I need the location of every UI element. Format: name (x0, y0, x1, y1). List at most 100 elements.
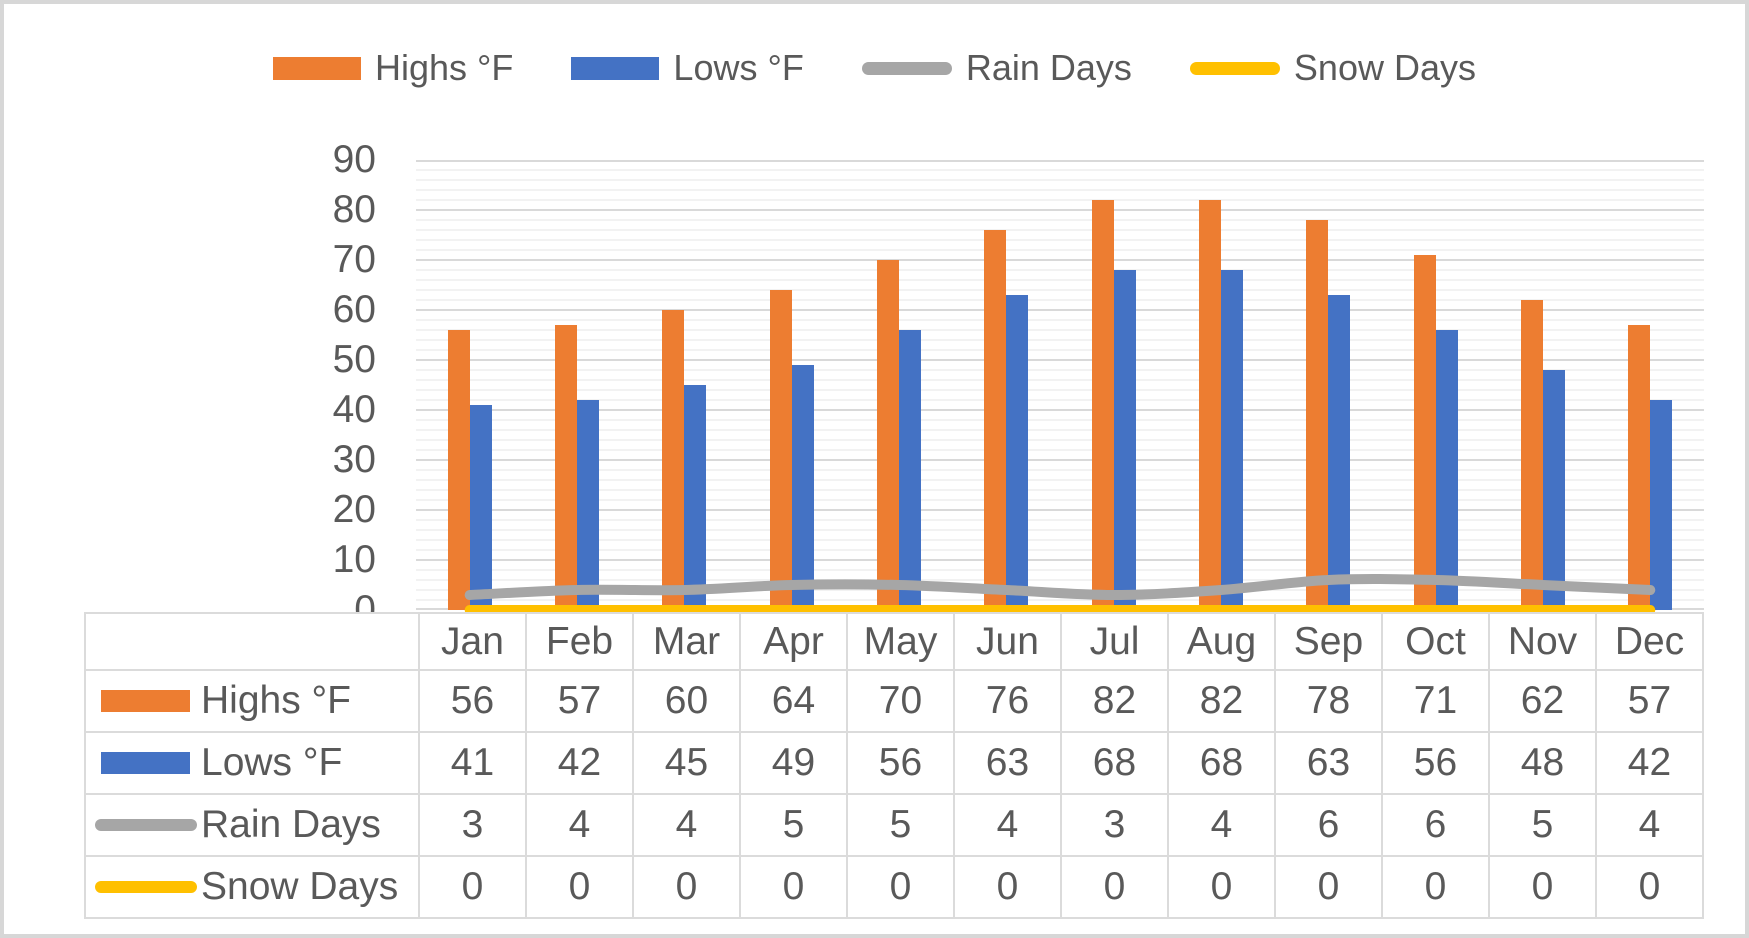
legend-item-rain-days: Rain Days (861, 46, 1132, 90)
value-cell-rain-days-feb: 4 (525, 793, 634, 857)
month-header-cell-sep: Sep (1274, 612, 1383, 671)
legend-item-snow-days: Snow Days (1189, 46, 1476, 90)
highs-f-bar-jun (984, 230, 1007, 610)
lows-f-bar-mar (684, 385, 707, 610)
value-cell-lows-f-mar: 45 (632, 731, 741, 795)
legend-highs-f-swatch (272, 56, 361, 80)
value-cell-rain-days-apr: 5 (739, 793, 848, 857)
value-cell-snow-days-feb: 0 (525, 855, 634, 919)
gridline-minor (416, 469, 1704, 471)
highs-f-bar-aug (1199, 200, 1221, 610)
y-axis-tick-label: 50 (332, 338, 376, 381)
value-cell-highs-f-oct: 71 (1381, 669, 1490, 733)
gridline-minor (416, 539, 1704, 541)
gridline-minor (416, 529, 1704, 531)
value-cell-snow-days-dec: 0 (1595, 855, 1704, 919)
value-cell-rain-days-nov: 5 (1488, 793, 1597, 857)
gridline-minor (416, 489, 1704, 491)
gridline-minor (416, 389, 1704, 391)
gridline-minor (416, 219, 1704, 221)
y-axis-tick-label: 10 (332, 538, 376, 581)
value-cell-snow-days-oct: 0 (1381, 855, 1490, 919)
gridline-minor (416, 519, 1704, 521)
value-cell-highs-f-aug: 82 (1167, 669, 1276, 733)
month-header-cell-dec: Dec (1595, 612, 1704, 671)
legend-rain-days-swatch (861, 61, 952, 75)
gridline-minor (416, 239, 1704, 241)
gridline-minor (416, 479, 1704, 481)
highs-f-bar-sep (1306, 220, 1329, 610)
lows-f-bar-nov (1543, 370, 1565, 610)
lows-f-bar-may (899, 330, 921, 610)
value-cell-lows-f-jan: 41 (418, 731, 527, 795)
value-cell-rain-days-sep: 6 (1274, 793, 1383, 857)
gridline-minor (416, 269, 1704, 271)
gridline-major (416, 459, 1704, 461)
gridline-minor (416, 169, 1704, 171)
month-header-cell-may: May (846, 612, 955, 671)
value-cell-snow-days-aug: 0 (1167, 855, 1276, 919)
value-cell-lows-f-aug: 68 (1167, 731, 1276, 795)
table-key-snow-days-swatch (95, 881, 197, 893)
series-label-cell: Highs °F (84, 669, 420, 733)
y-axis-tick-label: 70 (332, 238, 376, 281)
lows-f-bar-dec (1650, 400, 1673, 610)
legend-item-lows-f: Lows °F (571, 46, 804, 90)
month-header-cell-aug: Aug (1167, 612, 1276, 671)
value-cell-rain-days-oct: 6 (1381, 793, 1490, 857)
lows-f-bar-oct (1435, 330, 1458, 610)
table-row-snow-days: Snow Days 0 0 0 0 0 0 0 0 0 0 0 0 (84, 855, 1704, 919)
series-label: Snow Days (201, 865, 399, 908)
gridline-minor (416, 199, 1704, 201)
month-header-row: Jan Feb Mar Apr May Jun Jul Aug Sep Oct Nov Dec (84, 612, 1704, 671)
lows-f-bar-jun (1006, 295, 1029, 610)
chart-legend: Highs °F Lows °F Rain Days Snow Days (4, 46, 1745, 90)
gridline-minor (416, 289, 1704, 291)
series-label: Rain Days (201, 803, 381, 846)
series-label-cell: Rain Days (84, 793, 420, 857)
value-cell-rain-days-dec: 4 (1595, 793, 1704, 857)
value-cell-rain-days-aug: 4 (1167, 793, 1276, 857)
value-cell-lows-f-apr: 49 (739, 731, 848, 795)
gridline-minor (416, 299, 1704, 301)
legend-label: Highs °F (374, 47, 514, 88)
highs-f-bar-jan (447, 330, 470, 610)
gridline-minor (416, 419, 1704, 421)
gridline-major (416, 309, 1704, 311)
value-cell-lows-f-may: 56 (846, 731, 955, 795)
value-cell-highs-f-nov: 62 (1488, 669, 1597, 733)
highs-f-bar-may (877, 260, 899, 610)
month-header-cell-mar: Mar (632, 612, 741, 671)
value-cell-snow-days-jun: 0 (953, 855, 1062, 919)
value-cell-snow-days-may: 0 (846, 855, 955, 919)
value-cell-lows-f-nov: 48 (1488, 731, 1597, 795)
value-cell-rain-days-mar: 4 (632, 793, 741, 857)
legend-item-highs-f: Highs °F (272, 46, 514, 90)
value-cell-snow-days-jan: 0 (418, 855, 527, 919)
month-header-cell-jun: Jun (953, 612, 1062, 671)
rain-days-line (464, 574, 1656, 600)
lows-f-bar-jul (1113, 270, 1136, 610)
y-axis-tick-label: 20 (332, 488, 376, 531)
y-axis-tick-label: 60 (332, 288, 376, 331)
highs-f-bar-dec (1628, 325, 1651, 610)
gridline-minor (416, 349, 1704, 351)
line-series (464, 574, 1656, 615)
value-cell-rain-days-jul: 3 (1060, 793, 1169, 857)
value-cell-highs-f-dec: 57 (1595, 669, 1704, 733)
gridline-minor (416, 569, 1704, 571)
value-cell-snow-days-jul: 0 (1060, 855, 1169, 919)
gridline-minor (416, 279, 1704, 281)
value-cell-snow-days-sep: 0 (1274, 855, 1383, 919)
chart-data-table: Jan Feb Mar Apr May Jun Jul Aug Sep Oct Nov Dec High… (84, 612, 1704, 919)
table-key-rain-days-swatch (95, 819, 197, 831)
y-axis-tick-label: 30 (332, 438, 376, 481)
gridline-minor (416, 249, 1704, 251)
value-cell-lows-f-jul: 68 (1060, 731, 1169, 795)
table-row-rain-days: Rain Days 3 4 4 5 5 4 3 4 6 6 5 4 (84, 793, 1704, 857)
legend-lows-f-swatch (571, 56, 660, 80)
value-cell-rain-days-may: 5 (846, 793, 955, 857)
value-cell-lows-f-dec: 42 (1595, 731, 1704, 795)
gridline-minor (416, 369, 1704, 371)
series-label-cell: Snow Days (84, 855, 420, 919)
